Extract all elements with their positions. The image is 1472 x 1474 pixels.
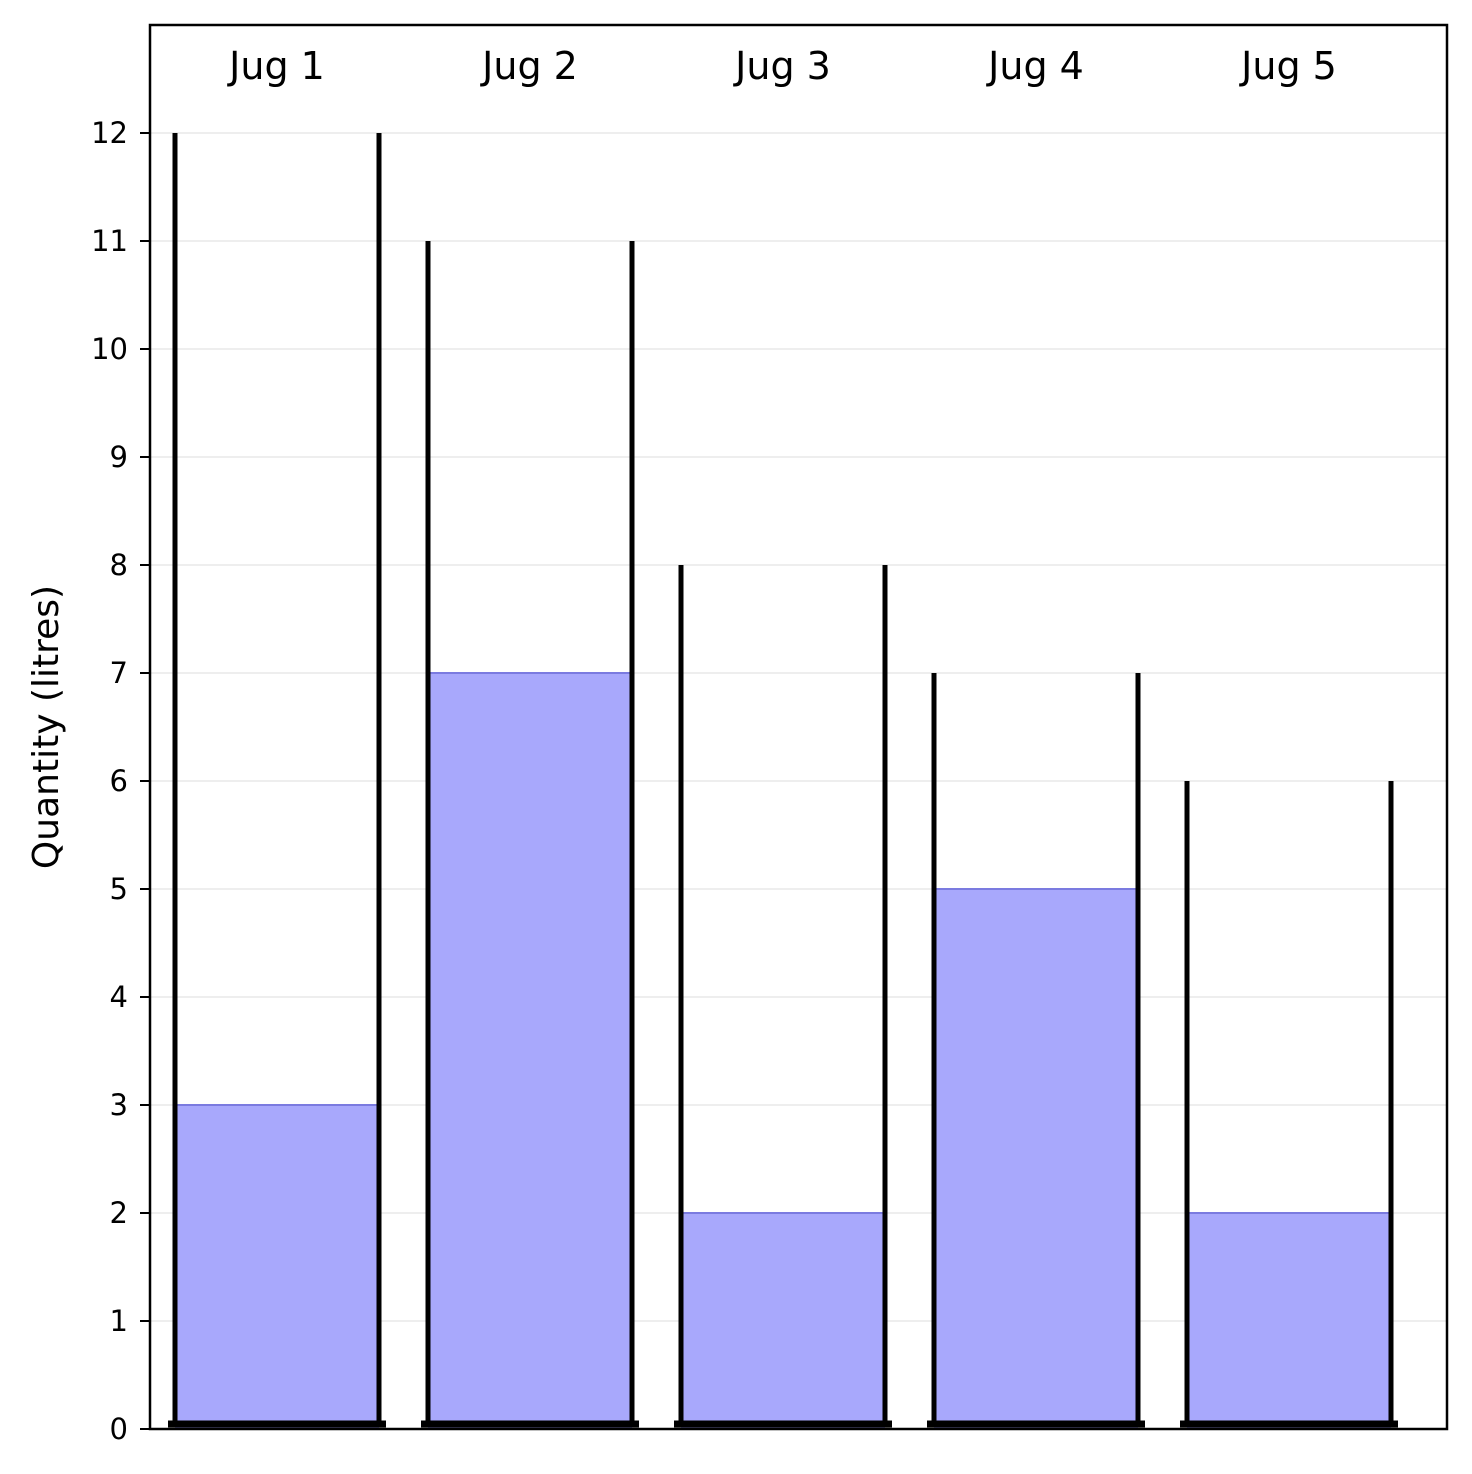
water-fills — [175, 672, 1391, 1429]
y-axis-label: Quantity (litres) — [26, 585, 67, 869]
y-tick-label: 8 — [110, 548, 128, 582]
water-fill-jug-4 — [934, 889, 1138, 1429]
y-tick-label: 9 — [110, 440, 128, 474]
jug-walls — [168, 133, 1398, 1428]
water-fill-jug-3 — [681, 1213, 885, 1429]
water-fill-jug-2 — [428, 673, 632, 1429]
y-tick-label: 5 — [110, 872, 128, 906]
jug-label: Jug 5 — [1239, 44, 1337, 88]
y-tick-label: 1 — [110, 1304, 128, 1338]
jug-label: Jug 1 — [227, 44, 325, 88]
water-fill-jug-5 — [1187, 1213, 1391, 1429]
y-tick-label: 2 — [110, 1196, 128, 1230]
y-tick-label: 3 — [110, 1088, 128, 1122]
jug-labels: Jug 1 Jug 2 Jug 3 Jug 4 Jug 5 — [227, 44, 1337, 88]
y-tick-label: 12 — [91, 116, 128, 150]
y-tick-label: 4 — [110, 980, 128, 1014]
jug-label: Jug 3 — [733, 44, 831, 88]
water-fill-jug-1 — [175, 1105, 379, 1429]
jug-label: Jug 2 — [480, 44, 578, 88]
y-tick-label: 0 — [110, 1412, 128, 1446]
jug-label: Jug 4 — [986, 44, 1084, 88]
y-tick-label: 7 — [110, 656, 128, 690]
plot-frame — [148, 23, 1449, 1431]
y-tick-label: 10 — [91, 332, 128, 366]
y-tick-label: 6 — [110, 764, 128, 798]
y-tick-label: 11 — [91, 224, 128, 258]
